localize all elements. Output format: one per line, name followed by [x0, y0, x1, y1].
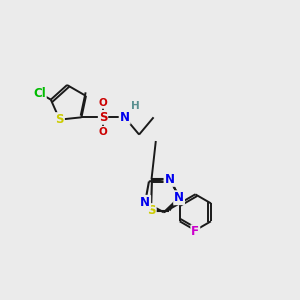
- Text: F: F: [191, 225, 199, 238]
- Text: O: O: [99, 98, 107, 108]
- Text: O: O: [99, 127, 107, 137]
- Text: N: N: [140, 196, 150, 209]
- Text: N: N: [174, 191, 184, 204]
- Text: N: N: [164, 173, 175, 186]
- Text: N: N: [120, 111, 130, 124]
- Text: S: S: [147, 204, 156, 217]
- Text: Cl: Cl: [33, 86, 46, 100]
- Text: S: S: [56, 113, 64, 126]
- Text: H: H: [131, 101, 140, 111]
- Text: S: S: [99, 111, 107, 124]
